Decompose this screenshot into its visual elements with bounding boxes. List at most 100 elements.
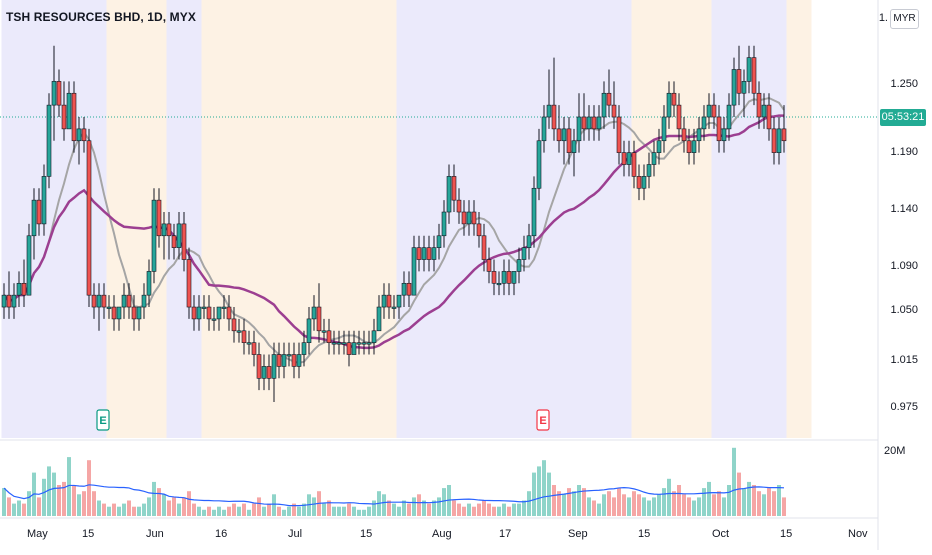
candle-body (646, 164, 652, 177)
session-band-5 (631, 0, 712, 438)
candle-body (236, 330, 242, 333)
candle-body (1, 294, 7, 308)
candle-body (196, 306, 202, 320)
volume-bar (107, 506, 111, 516)
volume-bar (62, 481, 66, 516)
volume-bar (177, 503, 181, 516)
volume-bar (122, 503, 126, 516)
session-band-4 (396, 0, 632, 438)
volume-bar (772, 491, 776, 516)
candle-body (301, 342, 307, 355)
candle-body (656, 140, 662, 153)
candle-body (726, 104, 732, 130)
volume-bar (437, 497, 441, 516)
candle-body (701, 116, 707, 130)
candle-body (616, 116, 622, 153)
candle-body (201, 306, 207, 309)
candle-body (466, 211, 472, 225)
volume-bar (442, 488, 446, 516)
price-tick-label: 1.140 (890, 203, 918, 215)
volume-bar (182, 497, 186, 516)
volume-bars (2, 447, 786, 516)
volume-bar (527, 491, 531, 516)
candle-body (531, 187, 537, 237)
volume-bar (667, 478, 671, 516)
volume-bar (537, 466, 541, 516)
candle-body (621, 152, 627, 165)
candle-body (136, 306, 142, 320)
candle-body (691, 140, 697, 153)
candle-body (326, 330, 332, 343)
candle-body (576, 116, 582, 142)
session-band-1 (106, 0, 167, 438)
time-tick-label: 16 (215, 528, 228, 540)
volume-bar (332, 506, 336, 516)
candle-body (631, 152, 637, 177)
volume-bar (472, 506, 476, 516)
candle-body (311, 306, 317, 320)
volume-bar (432, 500, 436, 516)
candle-body (741, 81, 747, 94)
candle-body (636, 176, 642, 189)
candle-body (546, 104, 552, 118)
candle-body (596, 116, 602, 130)
candle-body (246, 342, 252, 345)
volume-bar (487, 503, 491, 516)
candle-body (71, 92, 77, 142)
volume-bar (627, 497, 631, 516)
candle-body (521, 247, 527, 260)
candle-body (381, 294, 387, 308)
candle-body (231, 318, 237, 332)
candle-body (271, 354, 277, 379)
time-tick-label: 17 (499, 528, 512, 540)
volume-bar (722, 497, 726, 516)
candle-body (711, 104, 717, 118)
candle-body (256, 354, 262, 379)
candle-body (456, 199, 462, 213)
candle-body (771, 128, 777, 153)
symbol-title: TSH RESOURCES BHD, 1D, MYX (6, 10, 196, 24)
volume-bar (467, 503, 471, 516)
candle-body (306, 318, 312, 343)
candle-body (151, 199, 157, 272)
volume-bar (387, 500, 391, 516)
candle-body (276, 354, 282, 367)
candle-body (86, 140, 92, 296)
volume-bar (322, 503, 326, 516)
candle-body (36, 199, 42, 225)
candle-body (376, 306, 382, 332)
volume-bar (167, 500, 171, 516)
volume-bar (677, 485, 681, 516)
volume-bar (542, 460, 546, 516)
volume-bar (782, 497, 786, 516)
candle-body (721, 128, 727, 142)
candle-body (441, 211, 447, 237)
candle-body (116, 306, 122, 320)
candle-body (161, 223, 167, 237)
volume-bar (372, 500, 376, 516)
volume-bar (257, 497, 261, 516)
volume-bar (277, 506, 281, 516)
volume-bar (477, 503, 481, 516)
candle-body (486, 259, 492, 272)
volume-bar (247, 509, 251, 516)
candle-body (676, 104, 682, 130)
volume-bar (512, 503, 516, 516)
volume-bar (707, 481, 711, 516)
candle-body (751, 57, 757, 94)
candle-body (61, 104, 67, 130)
volume-bar (452, 500, 456, 516)
currency-button[interactable]: MYR (890, 9, 919, 29)
volume-bar (742, 488, 746, 516)
time-tick-label: Jun (146, 528, 164, 540)
volume-bar (102, 503, 106, 516)
time-tick-label: 15 (638, 528, 651, 540)
candle-body (56, 81, 62, 106)
price-tick-label: 0.975 (890, 401, 918, 413)
volume-bar (212, 509, 216, 516)
candle-body (51, 81, 57, 106)
price-tick-label-top: 1. (878, 12, 888, 24)
candle-body (461, 211, 467, 225)
candle-body (516, 259, 522, 272)
